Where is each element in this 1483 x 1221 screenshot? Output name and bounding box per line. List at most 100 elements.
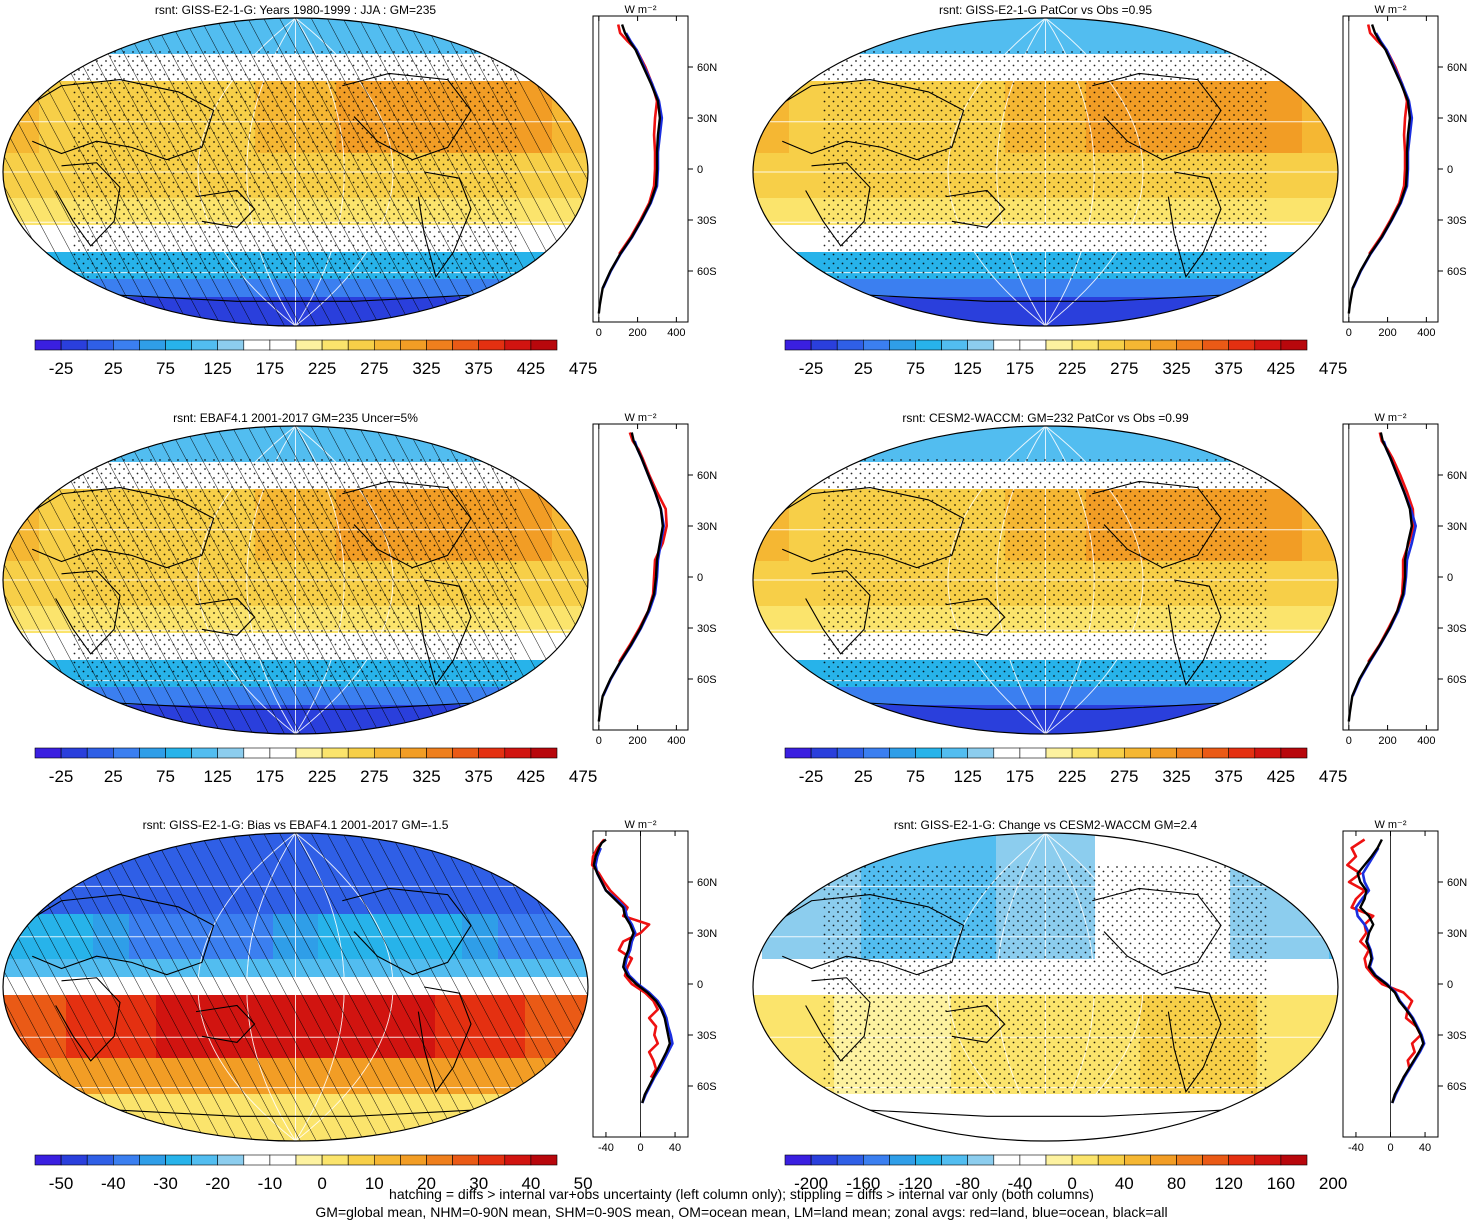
field-cell (1311, 63, 1321, 73)
field-cell (816, 18, 826, 28)
field-cell (471, 27, 481, 37)
field-cell (552, 426, 562, 436)
field-cell (3, 225, 13, 235)
field-cell (753, 189, 763, 199)
field-cell (1329, 117, 1339, 127)
field-cell (453, 18, 463, 28)
field-cell (561, 90, 571, 100)
field-cell (771, 126, 781, 136)
field-cell (1320, 279, 1330, 289)
field-cell (1293, 189, 1303, 199)
field-cell (771, 279, 781, 289)
field-cell (807, 324, 817, 327)
field-cell (1221, 306, 1231, 316)
field-cell (39, 81, 49, 91)
field-cell (1221, 18, 1231, 28)
field-cell (771, 306, 781, 316)
field-cell (798, 207, 808, 217)
field-cell (561, 81, 571, 91)
field-cell (1320, 45, 1330, 55)
field-cell (75, 36, 85, 46)
field-cell (780, 279, 790, 289)
field-cell (444, 18, 454, 28)
field-cell (1275, 36, 1285, 46)
field-cell (408, 426, 418, 436)
field-cell (21, 18, 31, 28)
field-cell (780, 54, 790, 64)
field-cell (753, 225, 763, 235)
zonal-xtick-label: 400 (667, 327, 685, 339)
field-cell (762, 252, 772, 262)
field-cell (951, 36, 961, 46)
field-cell (579, 216, 589, 226)
field-cell (987, 324, 997, 327)
colorbar-swatch (1228, 339, 1256, 351)
field-cell (561, 243, 571, 253)
field-cell (30, 279, 40, 289)
field-cell (915, 324, 925, 327)
field-cell (543, 261, 553, 271)
field-cell (30, 72, 40, 82)
field-cell (1239, 279, 1249, 289)
field-cell (507, 426, 517, 436)
field-cell (111, 315, 121, 325)
field-cell (789, 207, 799, 217)
field-cell (816, 126, 826, 136)
field-cell (3, 261, 13, 271)
zonal-lat-label: 0 (697, 164, 703, 176)
field-cell (1293, 63, 1303, 73)
field-cell (780, 180, 790, 190)
field-cell (1311, 72, 1321, 82)
zonal-xtick-label: 200 (1378, 327, 1396, 339)
field-cell (762, 90, 772, 100)
field-cell (1140, 279, 1150, 289)
colorbar-swatch (967, 339, 995, 351)
field-cell (1302, 207, 1312, 217)
field-cell (834, 18, 844, 28)
field-cell (1095, 18, 1105, 28)
field-cell (1104, 27, 1114, 37)
field-cell (1113, 324, 1123, 327)
field-cell (852, 18, 862, 28)
field-cell (1266, 279, 1276, 289)
field-cell (1320, 72, 1330, 82)
field-cell (816, 279, 826, 289)
field-cell (552, 306, 562, 316)
field-cell (1293, 171, 1303, 181)
field-cell (561, 453, 571, 463)
field-cell (1059, 27, 1069, 37)
colorbar-tick-label: 175 (1006, 359, 1034, 378)
field-cell (93, 315, 103, 325)
field-cell (1329, 279, 1339, 289)
field-cell (66, 462, 76, 472)
field-cell (1239, 18, 1249, 28)
field-cell (798, 144, 808, 154)
zonal-frame (1342, 15, 1439, 323)
field-cell (534, 297, 544, 307)
field-cell (462, 315, 472, 325)
field-cell (1266, 18, 1276, 28)
field-cell (1212, 324, 1222, 327)
field-cell (1311, 144, 1321, 154)
field-cell (1293, 324, 1303, 327)
field-cell (960, 306, 970, 316)
field-cell (66, 315, 76, 325)
field-cell (870, 306, 880, 316)
field-cell (12, 18, 22, 28)
field-cell (834, 36, 844, 46)
field-cell (75, 426, 85, 436)
field-cell (30, 462, 40, 472)
field-cell (1302, 297, 1312, 307)
colorbar-tick-label: 125 (204, 359, 232, 378)
field-cell (1158, 315, 1168, 325)
field-cell (771, 216, 781, 226)
field-cell (807, 270, 817, 280)
field-cell (762, 81, 772, 91)
zonal-xtick-label: 200 (628, 327, 646, 339)
field-cell (111, 306, 121, 316)
field-cell (978, 27, 988, 37)
field-cell (1257, 324, 1267, 327)
field-cell (798, 72, 808, 82)
field-cell (1194, 297, 1204, 307)
